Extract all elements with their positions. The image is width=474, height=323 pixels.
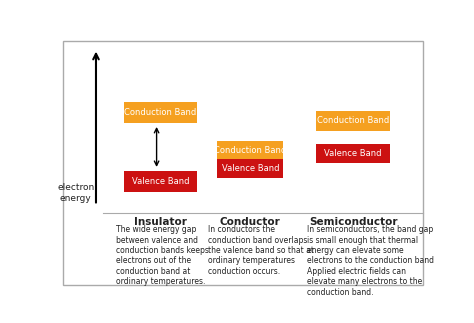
Text: Conduction Band: Conduction Band	[317, 116, 389, 125]
Text: Conduction Band: Conduction Band	[124, 108, 196, 117]
Text: Conduction Band: Conduction Band	[214, 146, 286, 155]
Text: Valence Band: Valence Band	[324, 149, 382, 158]
Text: In semiconductors, the band gap
is small enough that thermal
energy can elevate : In semiconductors, the band gap is small…	[307, 225, 434, 297]
Text: Insulator: Insulator	[134, 217, 187, 227]
FancyBboxPatch shape	[316, 111, 390, 131]
Text: Valence Band: Valence Band	[131, 177, 189, 186]
FancyBboxPatch shape	[217, 141, 283, 159]
FancyBboxPatch shape	[217, 159, 283, 178]
Text: In conductors the
conduction band overlaps
the valence band so that at
ordinary : In conductors the conduction band overla…	[208, 225, 314, 276]
FancyBboxPatch shape	[124, 102, 197, 123]
Text: Conductor: Conductor	[220, 217, 281, 227]
FancyBboxPatch shape	[124, 171, 197, 192]
Text: Valence Band: Valence Band	[221, 164, 279, 173]
Text: electron
energy: electron energy	[57, 183, 94, 203]
Text: The wide energy gap
between valence and
conduction bands keeps
electrons out of : The wide energy gap between valence and …	[116, 225, 209, 286]
Text: Semiconductor: Semiconductor	[309, 217, 397, 227]
FancyBboxPatch shape	[63, 41, 423, 285]
FancyBboxPatch shape	[316, 144, 390, 163]
